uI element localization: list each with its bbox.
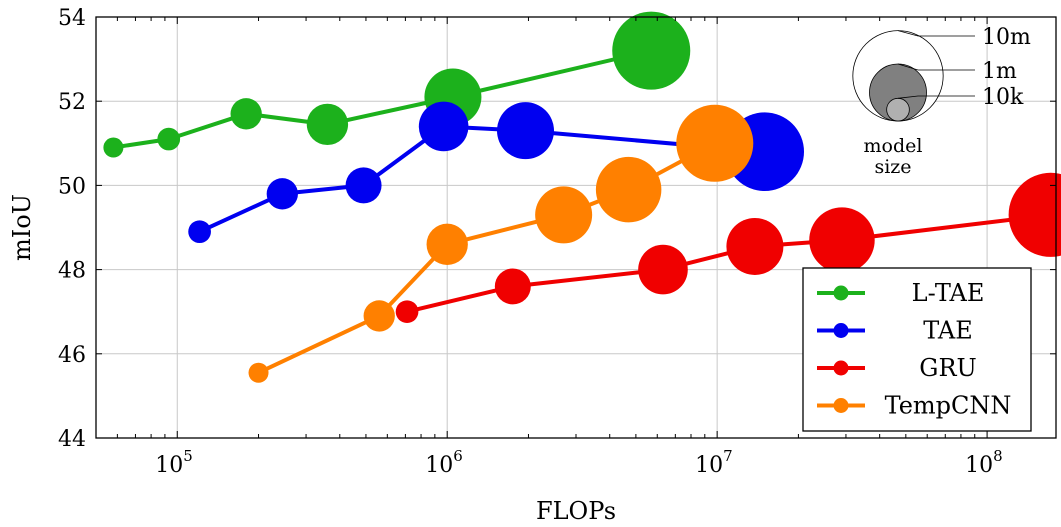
series-point-tempcnn (248, 362, 269, 383)
legend-marker-tae (833, 323, 849, 338)
legend-label-gru: GRU (919, 354, 976, 382)
size-legend-circle-10k (886, 97, 910, 122)
x-tick-label: 10 (695, 453, 723, 478)
series-point-tae (496, 102, 554, 160)
size-legend-leader-10m (897, 30, 975, 37)
series-point-tae (266, 178, 298, 210)
legend-label-tae: TAE (923, 317, 973, 345)
series-point-gru (726, 217, 784, 275)
y-axis-title: mIoU (8, 194, 36, 261)
y-tick-label: 54 (58, 6, 86, 31)
x-tick-label-exponent: 8 (993, 447, 1003, 465)
x-tick-label: 10 (965, 453, 993, 478)
y-tick-label: 46 (58, 343, 86, 368)
size-legend-leader-1m (897, 63, 975, 71)
series-point-tae (418, 101, 469, 152)
size-legend-label-10k: 10k (982, 85, 1024, 110)
series-point-tempcnn (676, 104, 754, 182)
legend-marker-l-tae (833, 285, 849, 301)
legend: L-TAE TAE GRU TempCNN (802, 267, 1032, 432)
size-legend-caption-model: model (864, 135, 923, 157)
series-line-gru (406, 212, 1051, 314)
x-axis-title: FLOPs (536, 497, 616, 525)
size-legend-caption-size: size (874, 156, 911, 178)
legend-label-tempcnn: TempCNN (885, 392, 1012, 420)
size-legend-label-10m: 10m (982, 25, 1031, 50)
x-tick-label-exponent: 6 (453, 447, 463, 465)
series-point-gru (809, 207, 875, 273)
size-legend-label-1m: 1m (982, 59, 1017, 84)
series-point-tempcnn (595, 156, 662, 223)
y-tick-label: 44 (58, 427, 86, 452)
y-tick-label: 48 (58, 259, 86, 284)
legend-marker-gru (833, 360, 849, 376)
series-point-gru (395, 300, 419, 324)
series-point-tae (188, 220, 211, 244)
y-tick-label: 52 (58, 90, 86, 115)
x-tick-label: 10 (155, 453, 183, 478)
legend-entries: L-TAE TAE GRU TempCNN (817, 279, 1011, 420)
x-tick-label-exponent: 5 (183, 447, 193, 465)
series-point-gru (1008, 172, 1061, 257)
x-tick-label: 10 (425, 453, 453, 478)
axis-ticks (95, 16, 1056, 439)
series-point-l-tae (103, 137, 124, 158)
series-point-l-tae (230, 98, 262, 130)
series-point-gru (638, 244, 688, 295)
series-point-tempcnn (426, 223, 468, 265)
size-legend-leader-10k (897, 95, 975, 99)
series-point-tempcnn (535, 186, 593, 244)
series-point-l-tae (612, 11, 691, 90)
x-tick-label-exponent: 7 (723, 447, 733, 465)
legend-label-l-tae: L-TAE (912, 279, 985, 307)
series-point-l-tae (157, 127, 181, 151)
series-point-tae (345, 167, 382, 204)
legend-marker-tempcnn (833, 398, 849, 413)
series-points (103, 11, 1061, 383)
series-point-tempcnn (363, 300, 395, 332)
y-tick-label: 50 (58, 174, 86, 199)
series-point-l-tae (306, 103, 349, 146)
series-point-gru (494, 268, 531, 305)
